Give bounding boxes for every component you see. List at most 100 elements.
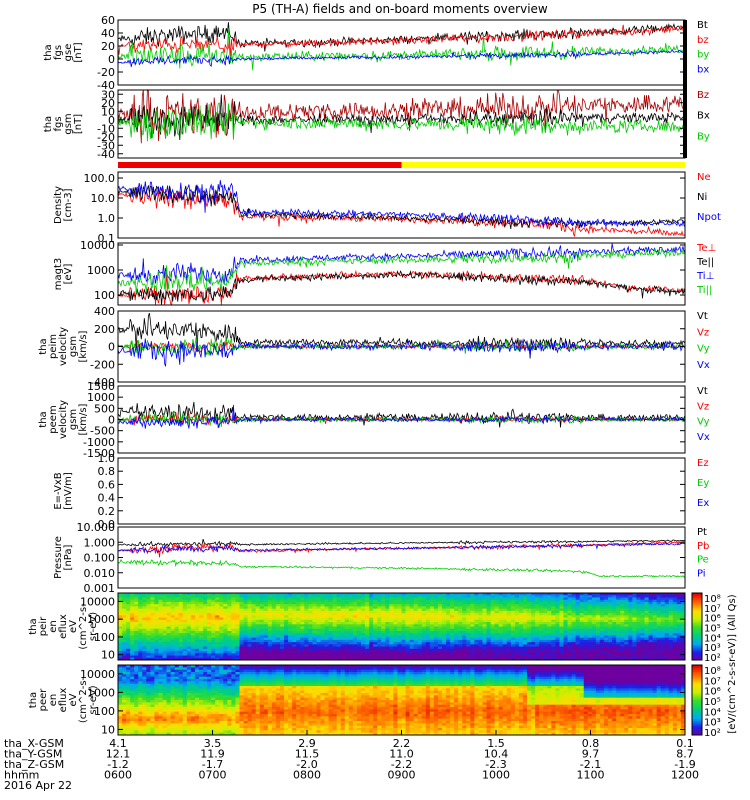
heatmap-cell — [138, 700, 143, 703]
heatmap-cell — [186, 648, 192, 652]
heatmap-cell — [527, 595, 532, 598]
heatmap-cell — [190, 599, 196, 603]
heatmap-cell — [632, 593, 637, 596]
heatmap-cell — [207, 619, 212, 623]
heatmap-cell — [340, 633, 346, 636]
heatmap-cell — [620, 593, 625, 596]
heatmap-cell — [437, 599, 443, 603]
heatmap-cell — [409, 630, 415, 634]
heatmap-cell — [134, 681, 139, 685]
heatmap-cell — [199, 604, 204, 607]
heatmap-cell — [190, 615, 196, 618]
heatmap-cell — [648, 646, 653, 650]
heatmap-cell — [510, 648, 516, 652]
heatmap-cell — [446, 606, 451, 610]
heatmap-cell — [146, 593, 151, 596]
heatmap-cell — [612, 610, 617, 614]
heatmap-cell — [494, 622, 500, 625]
heatmap-cell — [344, 630, 350, 634]
heatmap-cell — [425, 642, 431, 645]
heatmap-cell — [186, 716, 192, 720]
heatmap-cell — [531, 606, 536, 610]
heatmap-cell — [203, 622, 208, 625]
heatmap-cell — [559, 622, 564, 625]
heatmap-cell — [154, 619, 159, 623]
heatmap-cell — [636, 655, 641, 659]
heatmap-cell — [664, 604, 670, 607]
heatmap-cell — [385, 624, 390, 627]
heatmap-cell — [474, 655, 479, 659]
heatmap-cell — [579, 615, 585, 618]
heatmap-cell — [178, 651, 184, 654]
heatmap-cell — [304, 606, 309, 610]
heatmap-cell — [247, 608, 253, 612]
heatmap-cell — [636, 608, 641, 612]
heatmap-cell — [543, 635, 548, 639]
heatmap-cell — [377, 608, 382, 612]
heatmap-cell — [470, 635, 475, 639]
heatmap-cell — [506, 628, 512, 632]
heatmap-cell — [146, 615, 151, 618]
heatmap-cell — [324, 626, 329, 630]
heatmap-cell — [389, 653, 394, 656]
heatmap-cell — [178, 619, 184, 623]
heatmap-cell — [158, 714, 163, 717]
heatmap-cell — [458, 615, 463, 618]
heatmap-cell — [405, 617, 410, 621]
heatmap-cell — [182, 716, 188, 720]
heatmap-cell — [263, 593, 269, 596]
heatmap-cell — [186, 604, 192, 607]
heatmap-cell — [442, 619, 447, 623]
heatmap-cell — [255, 637, 261, 641]
heatmap-cell — [535, 595, 540, 598]
heatmap-cell — [466, 615, 471, 618]
heatmap-cell — [280, 604, 285, 607]
heatmap-cell — [223, 610, 228, 614]
heatmap-cell — [535, 644, 540, 647]
heatmap-cell — [405, 595, 410, 598]
heatmap-cell — [523, 651, 528, 654]
heatmap-cell — [162, 599, 167, 603]
heatmap-cell — [417, 606, 423, 610]
y-axis-label: fgs — [53, 116, 64, 131]
heatmap-cell — [348, 606, 354, 610]
heatmap-cell — [559, 642, 564, 645]
heatmap-cell — [146, 718, 151, 722]
heatmap-cell — [328, 651, 334, 654]
heatmap-cell — [385, 651, 390, 654]
heatmap-cell — [190, 617, 196, 621]
heatmap-cell — [458, 639, 463, 643]
heatmap-cell — [608, 628, 613, 632]
heatmap-cell — [608, 597, 613, 601]
heatmap-cell — [320, 599, 325, 603]
heatmap-cell — [247, 593, 253, 596]
heatmap-cell — [207, 624, 212, 627]
heatmap-cell — [591, 624, 597, 627]
heatmap-cell — [551, 642, 556, 645]
heatmap-cell — [636, 610, 641, 614]
heatmap-cell — [178, 721, 184, 724]
heatmap-cell — [142, 728, 147, 731]
heatmap-cell — [344, 601, 350, 605]
heatmap-cell — [304, 626, 309, 630]
legend-entry: Ez — [697, 458, 709, 469]
heatmap-cell — [223, 646, 228, 650]
heatmap-cell — [587, 648, 593, 652]
heatmap-cell — [142, 697, 147, 701]
heatmap-cell — [186, 688, 192, 692]
heatmap-cell — [300, 619, 305, 623]
heatmap-cell — [280, 635, 285, 639]
heatmap-cell — [231, 655, 236, 659]
heatmap-cell — [482, 628, 487, 632]
heatmap-cell — [288, 599, 293, 603]
heatmap-cell — [462, 619, 467, 623]
heatmap-cell — [680, 622, 686, 625]
heatmap-cell — [531, 601, 536, 605]
heatmap-cell — [575, 615, 581, 618]
heatmap-cell — [401, 599, 406, 603]
heatmap-cell — [332, 617, 338, 621]
heatmap-cell — [118, 716, 123, 720]
heatmap-cell — [656, 599, 662, 603]
heatmap-cell — [296, 593, 301, 596]
heatmap-cell — [280, 630, 285, 634]
